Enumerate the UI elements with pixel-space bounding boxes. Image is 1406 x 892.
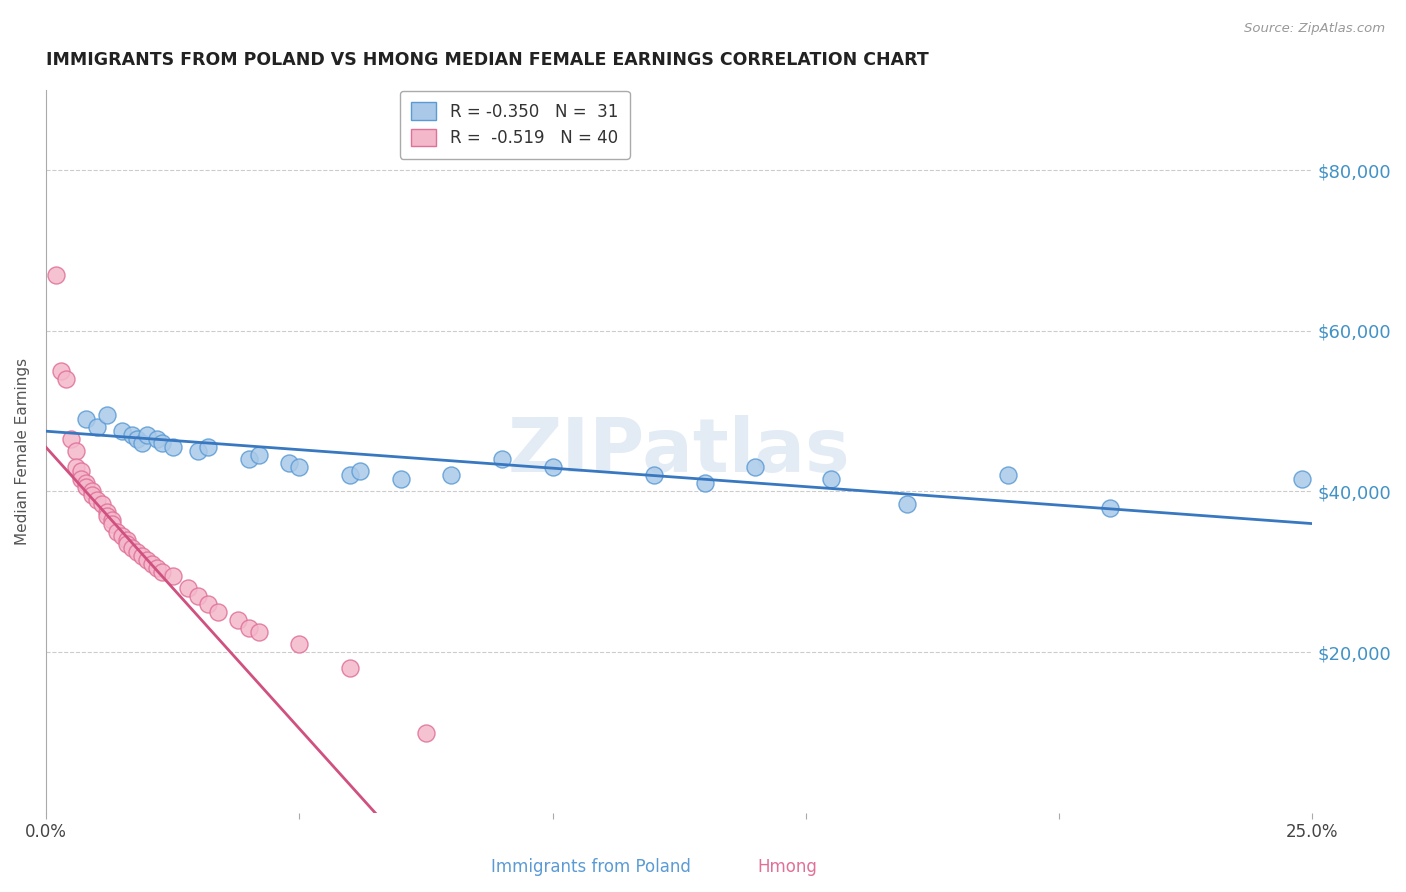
Point: [152, 436, 174, 450]
Y-axis label: Median Female Earnings: Median Female Earnings: [15, 358, 30, 545]
Point: [76, 480, 98, 494]
Point: [60, 432, 83, 446]
Point: [197, 597, 219, 611]
Point: [76, 476, 98, 491]
Point: [238, 452, 260, 467]
Point: [90, 496, 112, 510]
Point: [197, 440, 219, 454]
Point: [491, 452, 513, 467]
Point: [389, 472, 412, 486]
Point: [744, 460, 766, 475]
Point: [162, 440, 184, 454]
Point: [127, 432, 149, 446]
Point: [96, 504, 118, 518]
Point: [127, 545, 149, 559]
Point: [101, 516, 124, 531]
Point: [896, 496, 918, 510]
Point: [207, 605, 229, 619]
Text: Immigrants from Poland: Immigrants from Poland: [491, 858, 690, 876]
Point: [288, 460, 311, 475]
Point: [115, 533, 138, 547]
Point: [440, 468, 463, 483]
Point: [96, 508, 118, 523]
Point: [65, 444, 87, 458]
Point: [152, 565, 174, 579]
Point: [131, 436, 153, 450]
Point: [339, 661, 361, 675]
Point: [997, 468, 1019, 483]
Point: [278, 456, 301, 470]
Point: [541, 460, 564, 475]
Point: [76, 412, 98, 426]
Point: [111, 424, 134, 438]
Text: Hmong: Hmong: [758, 858, 817, 876]
Point: [45, 268, 67, 282]
Point: [121, 428, 143, 442]
Point: [349, 464, 371, 478]
Point: [65, 460, 87, 475]
Point: [96, 408, 118, 422]
Text: Source: ZipAtlas.com: Source: ZipAtlas.com: [1244, 22, 1385, 36]
Point: [247, 625, 270, 640]
Point: [1098, 500, 1121, 515]
Point: [177, 581, 200, 595]
Point: [146, 561, 169, 575]
Point: [228, 613, 250, 627]
Text: ZIPatlas: ZIPatlas: [508, 415, 851, 488]
Point: [101, 513, 124, 527]
Point: [131, 549, 153, 563]
Point: [51, 364, 73, 378]
Point: [288, 637, 311, 651]
Point: [643, 468, 665, 483]
Legend: R = -0.350   N =  31, R =  -0.519   N = 40: R = -0.350 N = 31, R = -0.519 N = 40: [399, 91, 630, 159]
Point: [121, 541, 143, 555]
Point: [415, 725, 437, 739]
Point: [146, 432, 169, 446]
Point: [111, 529, 134, 543]
Point: [86, 492, 108, 507]
Point: [1291, 472, 1313, 486]
Point: [820, 472, 842, 486]
Point: [105, 524, 128, 539]
Text: IMMIGRANTS FROM POLAND VS HMONG MEDIAN FEMALE EARNINGS CORRELATION CHART: IMMIGRANTS FROM POLAND VS HMONG MEDIAN F…: [46, 51, 929, 69]
Point: [136, 428, 159, 442]
Point: [187, 444, 209, 458]
Point: [86, 420, 108, 434]
Point: [70, 464, 93, 478]
Point: [115, 537, 138, 551]
Point: [55, 372, 77, 386]
Point: [693, 476, 716, 491]
Point: [141, 557, 163, 571]
Point: [162, 569, 184, 583]
Point: [80, 488, 103, 502]
Point: [187, 589, 209, 603]
Point: [238, 621, 260, 635]
Point: [70, 472, 93, 486]
Point: [339, 468, 361, 483]
Point: [247, 448, 270, 462]
Point: [80, 484, 103, 499]
Point: [136, 553, 159, 567]
